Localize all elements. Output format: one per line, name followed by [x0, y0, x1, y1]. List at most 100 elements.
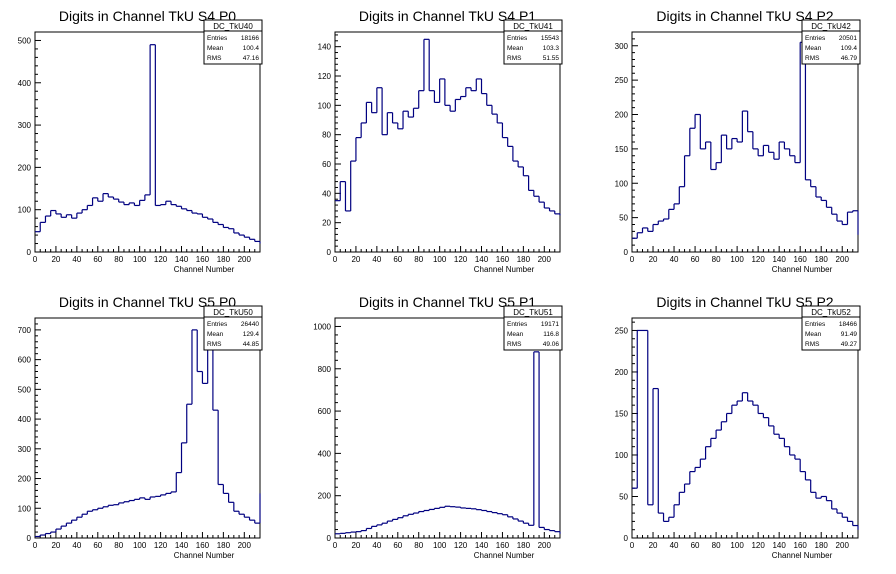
- histogram-series: [632, 329, 859, 530]
- x-axis-title: Channel Number: [474, 551, 535, 560]
- stats-box-label: RMS: [507, 341, 522, 348]
- x-tick-label: 80: [712, 541, 721, 550]
- y-tick-label: 600: [318, 407, 332, 416]
- histogram-series: [35, 44, 261, 244]
- stats-box-label: Mean: [507, 331, 524, 338]
- x-tick-label: 160: [794, 255, 808, 264]
- x-tick-label: 20: [649, 255, 658, 264]
- stats-box-label: Mean: [207, 331, 224, 338]
- stats-box: DC_TkU41 Entries 15543 Mean 103.3 RMS 51.55: [503, 19, 563, 65]
- histogram-series: [35, 329, 261, 538]
- y-tick-label: 200: [18, 163, 32, 172]
- y-tick-label: 200: [318, 492, 332, 501]
- y-tick-label: 250: [615, 76, 629, 85]
- stats-box-label: RMS: [207, 341, 222, 348]
- stats-box: DC_TkU51 Entries 19171 Mean 116.8 RMS 49.06: [503, 305, 563, 351]
- x-tick-label: 20: [351, 541, 360, 550]
- histogram-series: [335, 38, 561, 216]
- stats-box-name: DC_TkU51: [513, 308, 553, 317]
- stats-box-value: 15543: [541, 35, 559, 42]
- x-axis-title: Channel Number: [174, 551, 235, 560]
- y-tick-label: 80: [322, 131, 331, 140]
- y-tick-label: 700: [18, 326, 32, 335]
- x-tick-label: 180: [815, 255, 829, 264]
- y-tick-label: 300: [615, 42, 629, 51]
- x-tick-label: 180: [217, 541, 231, 550]
- y-tick-label: 200: [615, 111, 629, 120]
- x-tick-label: 40: [670, 255, 679, 264]
- chart-title: Digits in Channel TkU S5 P2: [656, 294, 833, 310]
- stats-box: DC_TkU52 Entries 18466 Mean 91.49 RMS 49.27: [801, 305, 861, 351]
- x-tick-label: 120: [751, 255, 765, 264]
- x-tick-label: 140: [475, 541, 489, 550]
- y-tick-label: 100: [318, 101, 332, 110]
- x-tick-label: 100: [433, 255, 447, 264]
- x-tick-label: 0: [630, 541, 635, 550]
- chart-title: Digits in Channel TkU S4 P0: [59, 8, 236, 24]
- chart-panel-4: Digits in Channel TkU S5 P0 0 20 40 60 80 100 1…: [18, 294, 263, 560]
- x-tick-label: 200: [238, 541, 252, 550]
- stats-box-value: 18166: [241, 35, 259, 42]
- stats-box-label: Entries: [805, 35, 826, 42]
- y-origin-label: 0: [624, 248, 629, 257]
- stats-box-frame: [203, 305, 263, 351]
- stats-box-value: 51.55: [543, 55, 560, 62]
- x-tick-label: 140: [772, 255, 786, 264]
- plot-frame: [334, 31, 561, 253]
- stats-box-frame: [503, 305, 563, 351]
- x-tick-label: 160: [496, 541, 510, 550]
- x-tick-label: 40: [372, 541, 381, 550]
- stats-box: DC_TkU50 Entries 26440 Mean 129.4 RMS 44.85: [203, 305, 263, 351]
- y-tick-label: 100: [18, 504, 32, 513]
- stats-box-name: DC_TkU41: [513, 22, 553, 31]
- chart-panel-1: Digits in Channel TkU S4 P0 0 20 40 60 80 100 1…: [18, 8, 263, 274]
- y-tick-label: 400: [318, 449, 332, 458]
- stats-box-frame: [203, 19, 263, 65]
- x-tick-label: 20: [649, 541, 658, 550]
- x-tick-label: 140: [175, 541, 189, 550]
- stats-box: DC_TkU42 Entries 20501 Mean 109.4 RMS 46.79: [801, 19, 861, 65]
- x-axis-title: Channel Number: [474, 265, 535, 274]
- y-tick-label: 60: [322, 160, 331, 169]
- x-axis-title: Channel Number: [174, 265, 235, 274]
- stats-box-value: 18466: [839, 321, 857, 328]
- x-tick-label: 80: [414, 255, 423, 264]
- stats-box-value: 100.4: [243, 45, 260, 52]
- plot-frame: [631, 317, 859, 539]
- y-tick-label: 120: [318, 72, 332, 81]
- plot-frame: [34, 317, 261, 539]
- x-tick-label: 140: [772, 541, 786, 550]
- y-tick-label: 400: [18, 415, 32, 424]
- stats-box-value: 47.16: [243, 55, 260, 62]
- stats-box-name: DC_TkU52: [811, 308, 851, 317]
- chart-panel-3: Digits in Channel TkU S4 P2 0 20 40 60 80 100 1…: [615, 8, 861, 274]
- y-tick-label: 300: [18, 121, 32, 130]
- x-tick-label: 160: [496, 255, 510, 264]
- histogram-series: [335, 351, 561, 535]
- x-tick-label: 200: [836, 541, 850, 550]
- stats-box-label: Mean: [507, 45, 524, 52]
- x-tick-label: 60: [93, 255, 102, 264]
- x-tick-label: 0: [33, 541, 38, 550]
- x-tick-label: 180: [517, 255, 531, 264]
- y-tick-label: 250: [615, 326, 629, 335]
- x-tick-label: 200: [238, 255, 252, 264]
- stats-box-label: Entries: [207, 321, 228, 328]
- x-tick-label: 140: [475, 255, 489, 264]
- y-tick-label: 300: [18, 445, 32, 454]
- x-tick-label: 100: [133, 541, 147, 550]
- y-tick-label: 150: [615, 409, 629, 418]
- x-tick-label: 20: [51, 255, 60, 264]
- y-tick-label: 100: [615, 451, 629, 460]
- stats-box-value: 91.49: [841, 331, 858, 338]
- chart-panel-6: Digits in Channel TkU S5 P2 0 20 40 60 80 100 1…: [615, 294, 861, 560]
- stats-box-label: Mean: [805, 45, 822, 52]
- x-tick-label: 80: [114, 541, 123, 550]
- x-tick-label: 120: [454, 255, 468, 264]
- stats-box-name: DC_TkU42: [811, 22, 851, 31]
- x-tick-label: 60: [691, 541, 700, 550]
- stats-box-value: 49.06: [543, 341, 560, 348]
- x-tick-label: 40: [372, 255, 381, 264]
- stats-box-value: 49.27: [841, 341, 858, 348]
- y-origin-label: 0: [327, 248, 332, 257]
